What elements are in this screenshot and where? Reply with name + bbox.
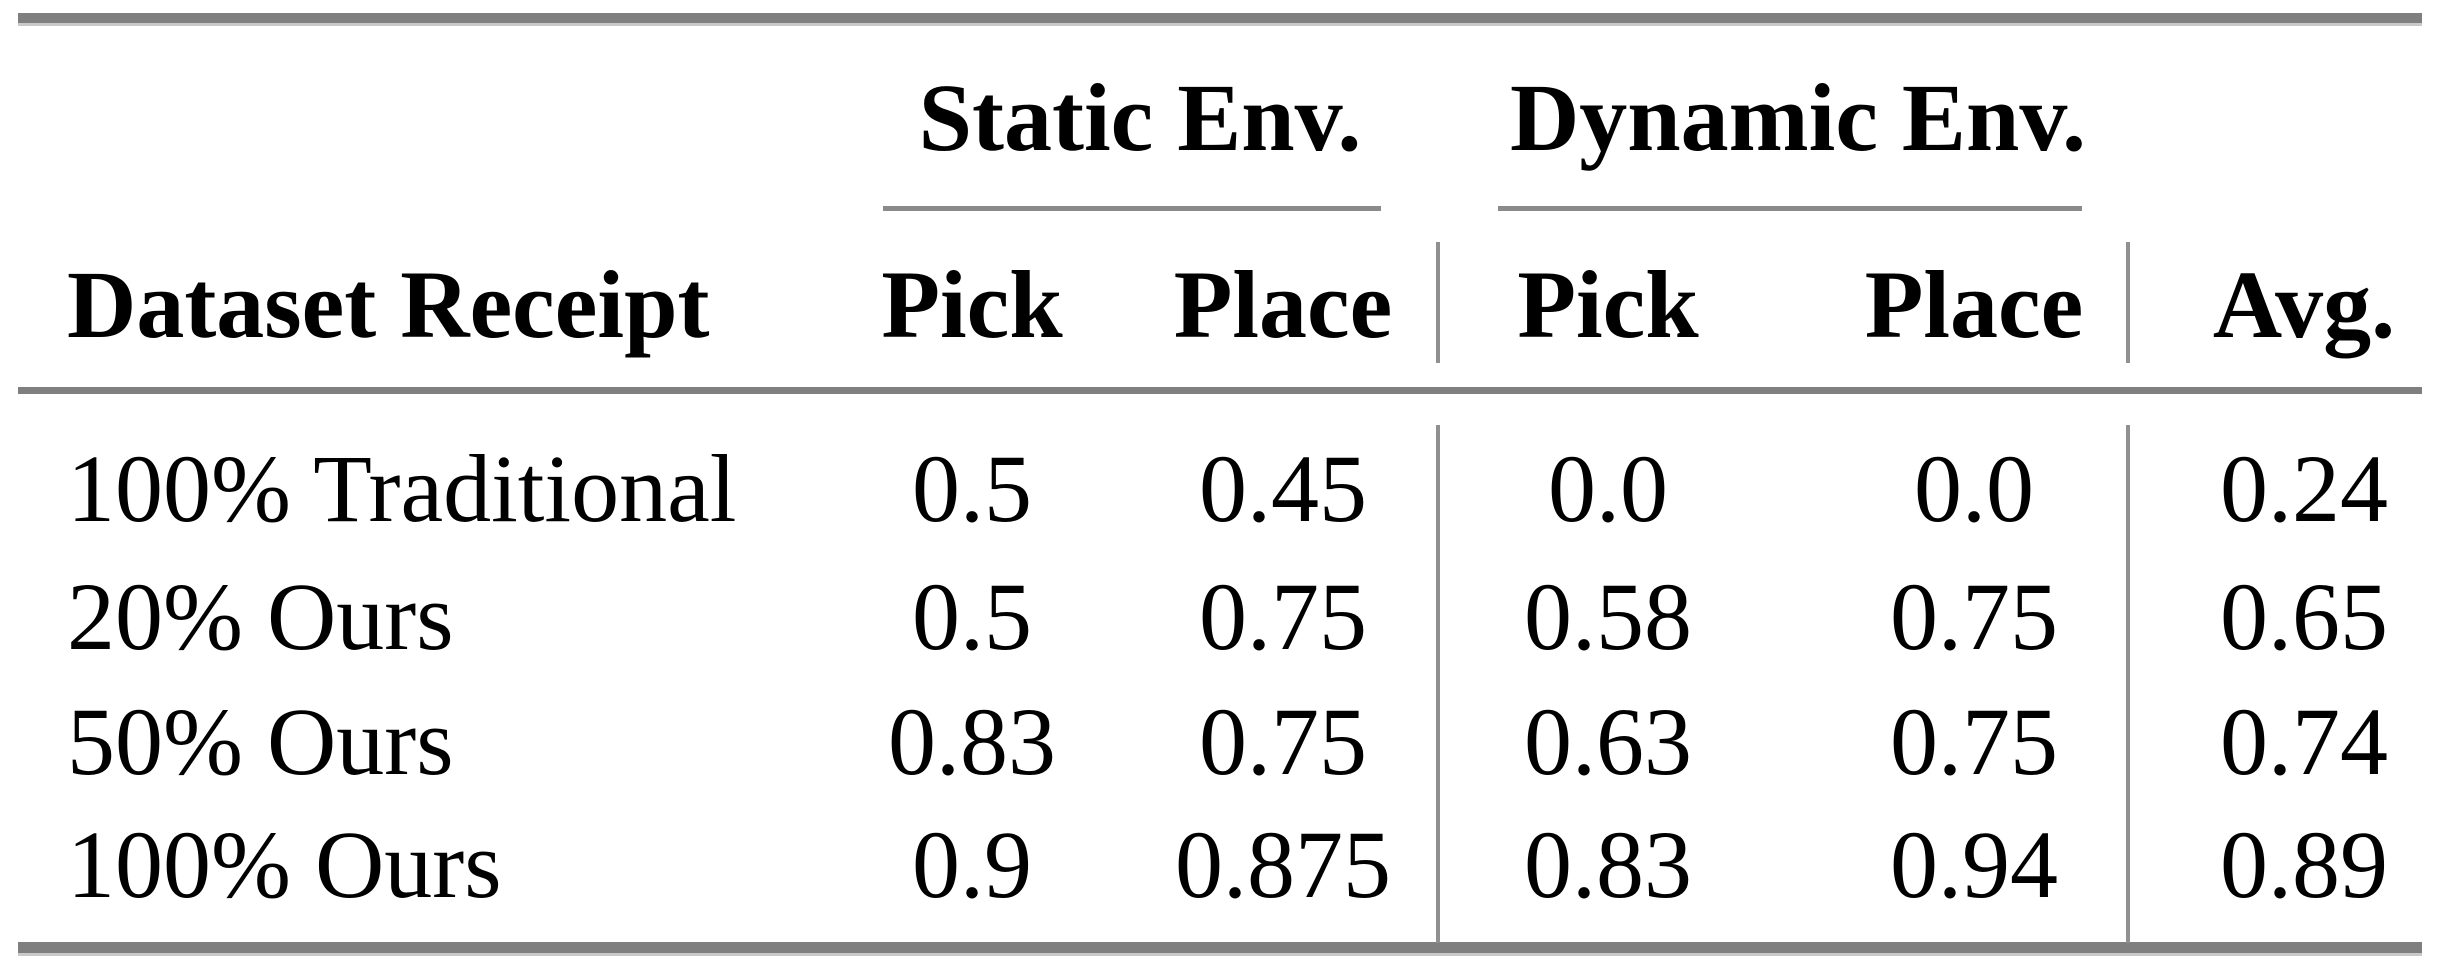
- row-label: 100% Ours: [67, 811, 502, 918]
- dynamic-env-cmidrule: [1498, 206, 2082, 211]
- cell-dynamic-place: 0.94: [1890, 811, 2058, 918]
- cell-static-pick: 0.9: [912, 811, 1032, 918]
- cell-static-place: 0.75: [1199, 688, 1367, 795]
- group-header-dynamic-env: Dynamic Env.: [1509, 64, 2087, 171]
- group-header-static-env: Static Env.: [918, 64, 1362, 171]
- column-header-static-place: Place: [1173, 251, 1393, 358]
- cell-static-pick: 0.5: [912, 435, 1032, 542]
- column-header-dynamic-pick: Pick: [1517, 251, 1699, 358]
- cell-avg: 0.24: [2220, 435, 2388, 542]
- row-label: 50% Ours: [67, 688, 454, 795]
- column-header-static-pick: Pick: [881, 251, 1063, 358]
- cell-static-pick: 0.83: [888, 688, 1056, 795]
- cell-dynamic-place: 0.75: [1890, 688, 2058, 795]
- divider-static-dynamic-body: [1436, 425, 1440, 943]
- cell-static-pick: 0.5: [912, 563, 1032, 670]
- cell-avg: 0.89: [2220, 811, 2388, 918]
- divider-dynamic-avg-header: [2126, 242, 2130, 363]
- cell-dynamic-pick: 0.0: [1548, 435, 1668, 542]
- cell-static-place: 0.45: [1199, 435, 1367, 542]
- top-rule: [18, 13, 2422, 26]
- bottom-rule: [18, 942, 2422, 956]
- column-header-avg: Avg.: [2212, 251, 2396, 358]
- cell-dynamic-place: 0.0: [1914, 435, 2034, 542]
- cell-static-place: 0.875: [1175, 811, 1391, 918]
- cell-dynamic-pick: 0.83: [1524, 811, 1692, 918]
- cell-avg: 0.74: [2220, 688, 2388, 795]
- divider-static-dynamic-header: [1436, 242, 1440, 363]
- cell-static-place: 0.75: [1199, 563, 1367, 670]
- row-label: 20% Ours: [67, 563, 454, 670]
- mid-rule: [18, 387, 2422, 394]
- cell-avg: 0.65: [2220, 563, 2388, 670]
- column-header-dataset-receipt: Dataset Receipt: [67, 251, 710, 358]
- cell-dynamic-pick: 0.63: [1524, 688, 1692, 795]
- cell-dynamic-place: 0.75: [1890, 563, 2058, 670]
- divider-dynamic-avg-body: [2126, 425, 2130, 943]
- column-header-dynamic-place: Place: [1864, 251, 2084, 358]
- cell-dynamic-pick: 0.58: [1524, 563, 1692, 670]
- static-env-cmidrule: [883, 206, 1381, 211]
- row-label: 100% Traditional: [67, 435, 737, 542]
